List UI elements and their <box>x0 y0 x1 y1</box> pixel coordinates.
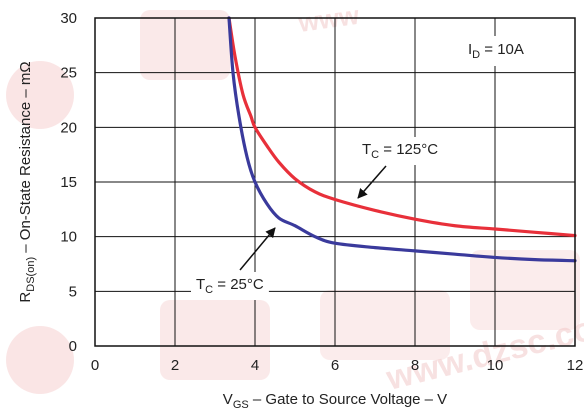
x-tick-label: 0 <box>91 357 99 374</box>
x-tick-labels: 0 2 4 6 8 10 12 <box>91 357 584 374</box>
x-tick-label: 2 <box>171 357 179 374</box>
series-label-125-bg <box>357 137 444 165</box>
x-tick-label: 8 <box>411 357 419 374</box>
svg-text:www: www <box>296 0 362 38</box>
x-tick-label: 12 <box>567 357 584 374</box>
y-tick-label: 20 <box>60 119 77 136</box>
series-label-125c: TC = 125°C <box>362 141 438 161</box>
plot-frame <box>94 17 576 347</box>
x-axis-title: VGS – Gate to Source Voltage – V <box>223 391 447 411</box>
series-line-25c <box>227 16 577 263</box>
series-label-25c: TC = 25°C <box>196 276 264 296</box>
series-label-25-bg <box>191 272 269 300</box>
y-tick-label: 0 <box>69 338 77 355</box>
curves <box>227 16 577 263</box>
y-tick-label: 5 <box>69 283 77 300</box>
y-tick-label: 15 <box>60 174 77 191</box>
series-line-125c <box>227 16 577 238</box>
y-tick-label: 25 <box>60 65 77 82</box>
y-tick-labels: 0 5 10 15 20 25 30 <box>60 10 77 355</box>
label-arrows <box>239 165 387 271</box>
condition-label: ID = 10A <box>468 41 524 61</box>
condition-label-bg <box>462 36 530 66</box>
y-tick-label: 30 <box>60 10 77 27</box>
x-tick-label: 4 <box>251 357 259 374</box>
y-axis-title: RDS(on) – On-State Resistance – mΩ <box>17 61 37 302</box>
x-tick-label: 6 <box>331 357 339 374</box>
arrow-25c <box>239 227 276 271</box>
y-tick-label: 10 <box>60 229 77 246</box>
x-tick-label: 10 <box>487 357 504 374</box>
arrow-125c <box>357 165 387 199</box>
